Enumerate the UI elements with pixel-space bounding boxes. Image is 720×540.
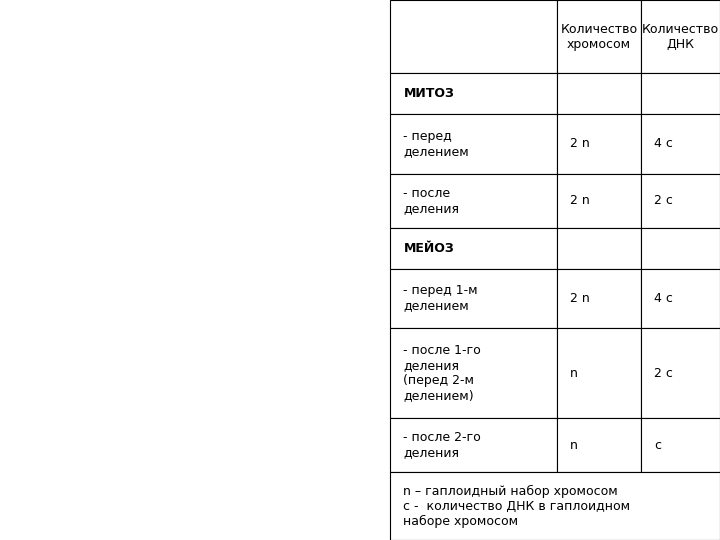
Bar xyxy=(390,328,557,418)
Bar xyxy=(557,0,641,73)
Text: - перед 1-м
делением: - перед 1-м делением xyxy=(403,285,478,313)
Bar xyxy=(390,0,557,73)
Text: - после 1-го
деления
(перед 2-м
делением): - после 1-го деления (перед 2-м делением… xyxy=(403,344,481,402)
Text: Количество
хромосом: Количество хромосом xyxy=(560,23,637,51)
Bar xyxy=(390,472,720,540)
Bar xyxy=(641,73,720,114)
Bar xyxy=(641,228,720,268)
Bar xyxy=(557,73,641,114)
Bar xyxy=(557,228,641,268)
Text: МИТОЗ: МИТОЗ xyxy=(403,87,454,100)
Text: МЕЙОЗ: МЕЙОЗ xyxy=(403,242,454,255)
Text: Количество
ДНК: Количество ДНК xyxy=(642,23,719,51)
Text: 2 c: 2 c xyxy=(654,194,673,207)
Text: n: n xyxy=(570,438,578,451)
Bar xyxy=(641,328,720,418)
Bar xyxy=(641,0,720,73)
Bar xyxy=(390,268,557,328)
Bar xyxy=(557,114,641,174)
Bar xyxy=(390,418,557,472)
Text: n: n xyxy=(570,367,578,380)
Bar xyxy=(557,328,641,418)
Bar xyxy=(557,174,641,228)
Text: 2 с: 2 с xyxy=(654,367,673,380)
Bar xyxy=(641,268,720,328)
Text: - после
деления: - после деления xyxy=(403,187,459,215)
Bar xyxy=(390,114,557,174)
Text: 2 n: 2 n xyxy=(570,292,590,305)
Bar xyxy=(390,73,557,114)
Bar xyxy=(641,418,720,472)
Text: с: с xyxy=(654,438,661,451)
Text: - перед
делением: - перед делением xyxy=(403,130,469,158)
Text: n – гаплоидный набор хромосом
с -  количество ДНК в гаплоидном
наборе хромосом: n – гаплоидный набор хромосом с - количе… xyxy=(403,484,631,528)
Bar xyxy=(390,228,557,268)
Bar xyxy=(390,174,557,228)
Text: - после 2-го
деления: - после 2-го деления xyxy=(403,431,481,459)
Bar xyxy=(557,268,641,328)
Bar xyxy=(557,418,641,472)
Text: 4 c: 4 c xyxy=(654,137,673,150)
Text: 2 n: 2 n xyxy=(570,137,590,150)
Bar xyxy=(641,114,720,174)
Text: 2 n: 2 n xyxy=(570,194,590,207)
Bar xyxy=(641,174,720,228)
Text: 4 с: 4 с xyxy=(654,292,673,305)
